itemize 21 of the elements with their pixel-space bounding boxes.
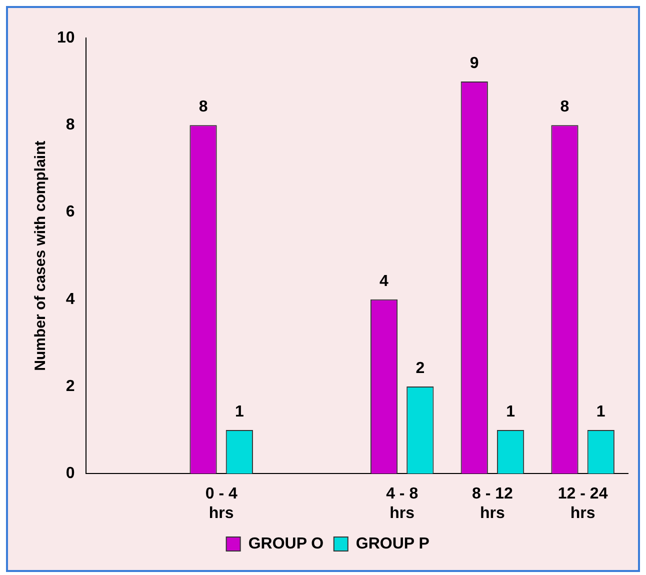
legend-label: GROUP P [356,535,430,552]
y-tick-label: 0 [66,465,75,482]
data-label: 1 [596,403,606,420]
x-tick-label: 12 - 24 hrs [558,486,608,522]
data-label: 8 [198,98,208,116]
data-label: 8 [560,98,570,116]
y-tick-label: 4 [66,290,75,308]
data-label: 2 [416,360,425,377]
data-label: 1 [506,403,516,420]
x-tick-label: 4 - 8 hrs [386,486,418,522]
y-axis-title: Number of cases with complaint [32,140,50,371]
data-label: 9 [470,54,479,72]
y-tick-label: 8 [66,116,75,134]
y-tick-label: 6 [66,204,75,221]
data-label: 4 [380,272,389,290]
data-label: 1 [234,403,244,420]
legend-label: GROUP O [248,535,324,552]
y-tick-label: 10 [57,29,75,46]
y-tick-label: 2 [66,378,75,395]
x-tick-label: 0 - 4 hrs [205,486,238,522]
x-tick-label: 8 - 12 hrs [472,486,514,522]
